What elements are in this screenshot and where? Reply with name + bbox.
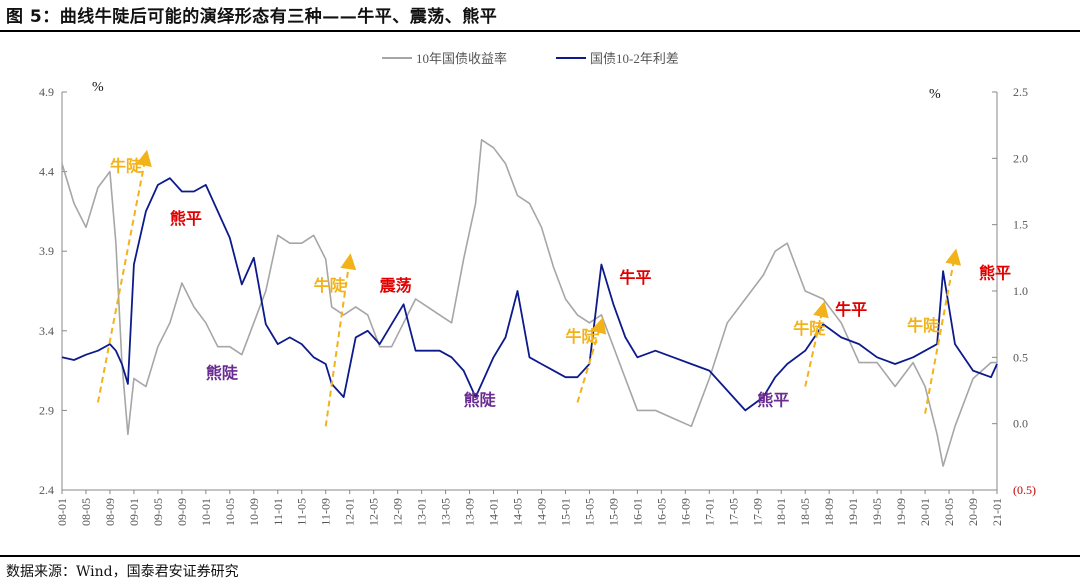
annotation-label: 熊平 — [170, 209, 202, 228]
x-tick-label: 10-09 — [247, 498, 261, 526]
right-axis-unit: % — [929, 87, 941, 102]
x-tick-label: 09-05 — [151, 498, 165, 526]
legend-label-spread: 国债10-2年利差 — [590, 51, 679, 66]
left-tick-label: 3.4 — [39, 324, 54, 338]
x-tick-label: 14-05 — [511, 498, 525, 526]
left-tick-label: 3.9 — [39, 244, 54, 258]
trend-arrow — [324, 253, 357, 427]
left-axis-unit: % — [92, 80, 104, 95]
x-tick-label: 09-09 — [175, 498, 189, 526]
x-tick-label: 15-01 — [558, 498, 572, 526]
source-note: 数据来源：Wind，国泰君安证券研究 — [6, 564, 239, 580]
x-tick-label: 11-09 — [319, 498, 333, 526]
annotation-label: 牛陡 — [565, 327, 598, 346]
annotation-label: 牛陡 — [314, 276, 347, 295]
left-tick-label: 4.9 — [39, 85, 54, 99]
x-tick-label: 08-01 — [55, 498, 69, 526]
right-tick-label: 2.0 — [1013, 151, 1028, 165]
right-tick-label: (0.5) — [1013, 483, 1036, 497]
x-tick-label: 20-09 — [966, 498, 980, 526]
x-tick-label: 11-01 — [271, 498, 285, 526]
annotation-label: 震荡 — [379, 276, 412, 295]
x-tick-label: 18-05 — [798, 498, 812, 526]
right-tick-label: 2.5 — [1013, 85, 1028, 99]
annotation-label: 熊平 — [979, 263, 1011, 282]
x-tick-label: 16-01 — [630, 498, 644, 526]
x-tick-label: 14-09 — [534, 498, 548, 526]
x-tick-label: 17-01 — [702, 498, 716, 526]
annotation-label: 牛陡 — [793, 319, 826, 338]
right-tick-label: 1.0 — [1013, 284, 1028, 298]
series-line-yield10y — [61, 139, 997, 467]
x-tick-label: 18-09 — [822, 498, 836, 526]
top-rule — [0, 30, 1080, 32]
x-tick-label: 09-01 — [127, 498, 141, 526]
right-tick-label: 0.0 — [1013, 417, 1028, 431]
left-tick-label: 4.4 — [39, 165, 54, 179]
legend: 10年国债收益率 国债10-2年利差 — [382, 51, 679, 66]
x-axis: 08-01 08-05 08-09 09-01 09-05 09-09 10-01 10-05… — [55, 489, 1004, 526]
right-tick-label: 0.5 — [1013, 350, 1028, 364]
trend-arrow — [576, 317, 607, 403]
x-tick-label: 20-01 — [918, 498, 932, 526]
x-tick-label: 14-01 — [487, 498, 501, 526]
left-axis: 2.4 2.9 3.4 3.9 4.4 4.9 — [39, 85, 67, 497]
annotation-label: 牛平 — [619, 268, 651, 287]
annotation-label: 熊陡 — [206, 364, 239, 383]
x-tick-label: 21-01 — [990, 498, 1004, 526]
trend-arrow — [96, 149, 152, 403]
chart-svg: 10年国债收益率 国债10-2年利差 % % 2.4 2.9 3.4 3.9 4.4 4.… — [39, 51, 1036, 526]
x-tick-label: 17-05 — [726, 498, 740, 526]
x-tick-label: 12-09 — [391, 498, 405, 526]
right-axis: (0.5) 0.0 0.5 1.0 1.5 2.0 2.5 — [992, 85, 1036, 497]
left-tick-label: 2.9 — [39, 403, 54, 417]
x-tick-label: 12-05 — [367, 498, 381, 526]
annotation-label: 熊陡 — [464, 391, 497, 410]
right-tick-label: 1.5 — [1013, 218, 1028, 232]
x-tick-label: 16-05 — [654, 498, 668, 526]
x-tick-label: 13-01 — [415, 498, 429, 526]
x-tick-label: 10-01 — [199, 498, 213, 526]
annotation-label: 牛平 — [835, 300, 867, 319]
legend-label-yield10y: 10年国债收益率 — [416, 51, 507, 66]
annotation-label: 牛陡 — [907, 316, 940, 335]
x-tick-label: 15-05 — [582, 498, 596, 526]
x-tick-label: 12-01 — [343, 498, 357, 526]
x-tick-label: 19-09 — [894, 498, 908, 526]
trend-arrow — [804, 301, 829, 387]
x-tick-label: 19-01 — [846, 498, 860, 526]
series-line-spread — [61, 177, 998, 412]
x-tick-label: 16-09 — [678, 498, 692, 526]
bottom-rule — [0, 555, 1080, 557]
x-tick-label: 18-01 — [774, 498, 788, 526]
x-tick-label: 15-09 — [606, 498, 620, 526]
chart-title: 图 5：曲线牛陡后可能的演绎形态有三种——牛平、震荡、熊平 — [6, 7, 498, 27]
left-tick-label: 2.4 — [39, 483, 54, 497]
annotation-label: 牛陡 — [110, 157, 143, 176]
x-tick-label: 11-05 — [295, 498, 309, 526]
x-tick-label: 20-05 — [942, 498, 956, 526]
x-tick-label: 19-05 — [870, 498, 884, 526]
x-tick-label: 17-09 — [750, 498, 764, 526]
annotation-label: 熊平 — [757, 391, 789, 410]
trend-arrow — [924, 248, 962, 414]
x-tick-label: 13-09 — [463, 498, 477, 526]
x-tick-label: 08-05 — [79, 498, 93, 526]
x-tick-label: 08-09 — [103, 498, 117, 526]
x-tick-label: 13-05 — [439, 498, 453, 526]
x-tick-label: 10-05 — [223, 498, 237, 526]
